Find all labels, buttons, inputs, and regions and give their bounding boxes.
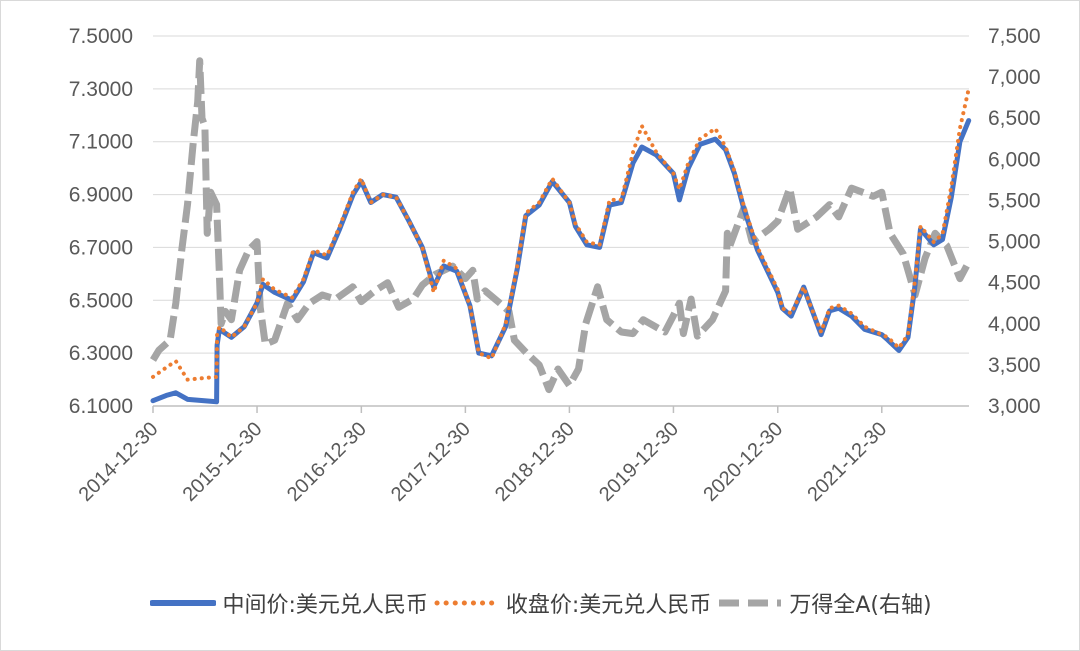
right-tick-label: 3,500 bbox=[988, 354, 1041, 377]
x-tick-label: 2019-12-30 bbox=[595, 418, 683, 506]
series-line-3 bbox=[150, 57, 972, 394]
left-tick-label: 6.7000 bbox=[69, 236, 133, 259]
right-tick-label: 6,000 bbox=[988, 148, 1041, 171]
series-line-2 bbox=[151, 86, 971, 382]
x-tick-label: 2018-12-30 bbox=[491, 418, 579, 506]
right-tick-label: 5,000 bbox=[988, 231, 1041, 254]
x-tick-label: 2017-12-30 bbox=[387, 418, 475, 506]
legend-label: 收盘价:美元兑人民币 bbox=[505, 593, 712, 618]
x-tick-label: 2016-12-30 bbox=[283, 418, 371, 506]
left-tick-label: 6.9000 bbox=[69, 184, 133, 207]
series-line-1 bbox=[150, 118, 972, 405]
left-tick-label: 6.5000 bbox=[69, 289, 133, 312]
legend: 中间价:美元兑人民币 收盘价:美元兑人民币 万得全A(右轴) bbox=[1, 583, 1080, 623]
x-tick-label: 2015-12-30 bbox=[179, 418, 267, 506]
legend-swatch-dashed bbox=[719, 599, 782, 607]
x-tick-label: 2014-12-30 bbox=[75, 418, 163, 506]
legend-label: 万得全A(右轴) bbox=[789, 593, 932, 618]
legend-item-mid-price: 中间价:美元兑人民币 bbox=[150, 587, 428, 619]
legend-swatch-solid bbox=[150, 600, 217, 606]
legend-item-wind-a: 万得全A(右轴) bbox=[717, 587, 932, 619]
right-tick-label: 7,000 bbox=[988, 66, 1041, 89]
line-chart: 6.1000 6.3000 6.5000 6.7000 6.9000 7.1000 7.30… bbox=[69, 25, 1041, 506]
right-tick-label: 3,000 bbox=[988, 395, 1041, 418]
left-tick-label: 7.1000 bbox=[69, 131, 133, 154]
legend-swatch-dotted bbox=[434, 600, 500, 606]
legend-label: 中间价:美元兑人民币 bbox=[222, 593, 428, 618]
left-tick-label: 6.3000 bbox=[69, 342, 133, 365]
left-tick-label: 6.1000 bbox=[69, 395, 133, 418]
right-tick-label: 7,500 bbox=[988, 25, 1041, 48]
right-tick-label: 4,500 bbox=[988, 272, 1041, 295]
legend-item-close-price: 收盘价:美元兑人民币 bbox=[434, 587, 711, 619]
x-tick-label: 2020-12-30 bbox=[699, 418, 787, 506]
left-tick-label: 7.5000 bbox=[69, 25, 133, 48]
right-tick-label: 5,500 bbox=[988, 189, 1041, 212]
x-tick-label: 2021-12-30 bbox=[803, 418, 891, 506]
left-tick-label: 7.3000 bbox=[69, 78, 133, 101]
right-tick-label: 6,500 bbox=[988, 107, 1041, 130]
right-tick-label: 4,000 bbox=[988, 313, 1041, 336]
